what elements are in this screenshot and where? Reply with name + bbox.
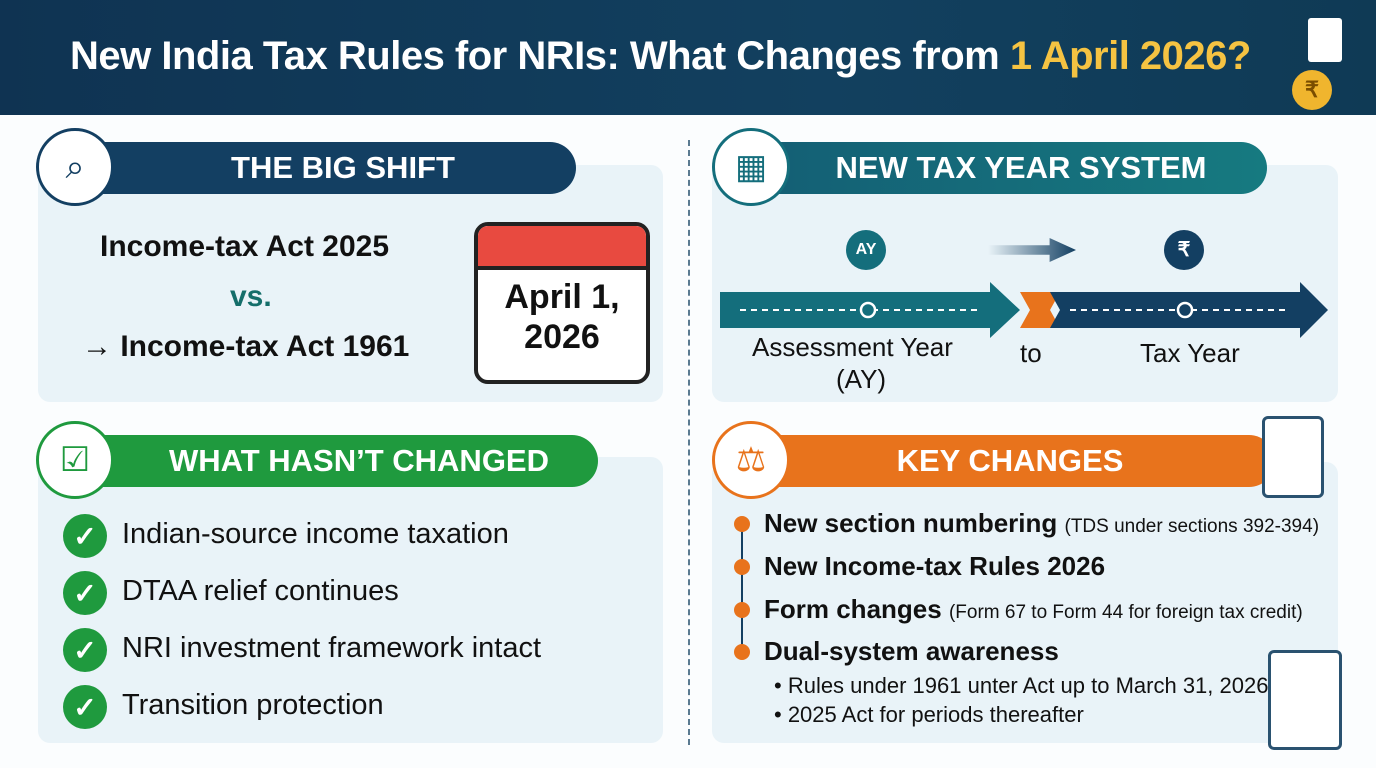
key-change-item: New section numbering (TDS under section…: [764, 508, 1320, 538]
key-changes-badge: ⚖: [712, 421, 790, 499]
unchanged-item: Transition protection: [122, 689, 384, 721]
check-icon: ✓: [63, 571, 107, 615]
unchanged-panel: [38, 457, 663, 743]
assessment-year-label: Assessment Year: [752, 332, 953, 362]
tax-year-panel: [712, 165, 1338, 402]
unchanged-item: Indian-source income taxation: [122, 518, 509, 550]
page-title: New India Tax Rules for NRIs: What Chang…: [70, 34, 1251, 78]
bullet-dot: [734, 644, 750, 660]
unchanged-badge: ☑: [36, 421, 114, 499]
key-changes-panel: [712, 462, 1338, 743]
law-document-coins-icon: ₹: [1286, 18, 1356, 110]
timeline-line: [741, 526, 743, 650]
key-change-item: New Income-tax Rules 2026: [764, 551, 1106, 581]
act-2025-text: Income-tax Act 2025: [100, 230, 390, 263]
sub-item: • Rules under 1961 unter Act up to March…: [774, 673, 1269, 698]
big-shift-badge: ⌕: [36, 128, 114, 206]
bullet-dot: [734, 559, 750, 575]
check-icon: ✓: [63, 514, 107, 558]
key-change-item: Form changes (Form 67 to Form 44 for for…: [764, 594, 1303, 624]
key-changes-banner: KEY CHANGES: [745, 435, 1275, 487]
tax-year-banner: NEW TAX YEAR SYSTEM: [745, 142, 1267, 194]
calendar-icon: April 1, 2026: [474, 222, 650, 384]
to-label: to: [1020, 338, 1042, 368]
check-icon: ✓: [63, 628, 107, 672]
clipboard-gavel-icon: [1268, 650, 1342, 750]
assessment-year-sub: (AY): [836, 364, 887, 394]
divider: [688, 140, 690, 745]
sub-item: • 2025 Act for periods thereafter: [774, 702, 1084, 727]
tax-year-badge: ▦: [712, 128, 790, 206]
check-icon: ✓: [63, 685, 107, 729]
vs-text: vs.: [230, 280, 272, 313]
bullet-dot: [734, 516, 750, 532]
calendar-clock-icon: ▦: [719, 135, 783, 199]
timeline-arrows: [720, 282, 1328, 338]
ay-pin: AY: [846, 230, 886, 270]
unchanged-item: NRI investment framework intact: [122, 632, 542, 664]
law-search-icon: ⌕: [43, 135, 107, 199]
unchanged-banner: WHAT HASN’T CHANGED: [70, 435, 598, 487]
unchanged-item: DTAA relief continues: [122, 575, 399, 607]
clipboard-search-icon: [1262, 416, 1324, 498]
header: New India Tax Rules for NRIs: What Chang…: [0, 0, 1376, 115]
checklist-icon: ☑: [43, 428, 107, 492]
key-change-item: Dual-system awareness: [764, 636, 1059, 666]
tax-year-label: Tax Year: [1140, 338, 1240, 368]
bullet-dot: [734, 602, 750, 618]
gavel-icon: ⚖: [719, 428, 783, 492]
act-1961-text: → Income-tax Act 1961: [82, 330, 410, 363]
rupee-pin: ₹: [1164, 230, 1204, 270]
big-shift-banner: THE BIG SHIFT: [70, 142, 576, 194]
